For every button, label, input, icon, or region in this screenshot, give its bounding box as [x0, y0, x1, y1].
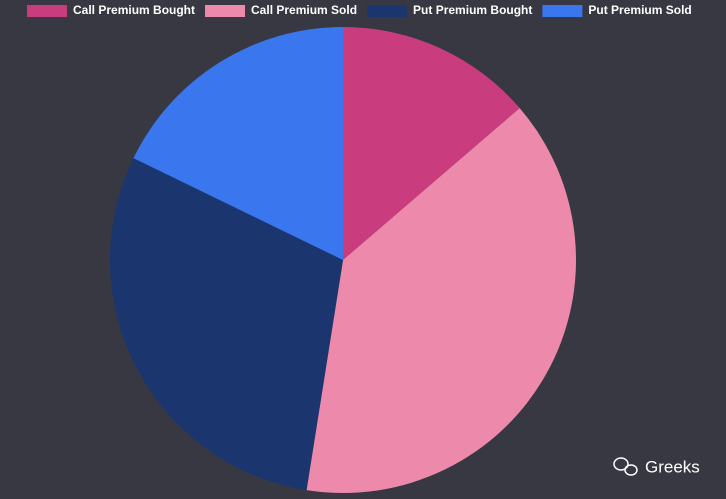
- pie-slice: [343, 27, 520, 260]
- legend-swatch: [542, 5, 583, 17]
- legend-label: Call Premium Bought: [73, 3, 195, 17]
- pie-slice: [306, 108, 576, 493]
- legend-label: Put Premium Bought: [413, 3, 532, 17]
- watermark: Greeks: [645, 457, 700, 476]
- legend-swatch: [205, 5, 246, 17]
- legend-swatch: [27, 5, 67, 17]
- legend-label: Put Premium Sold: [588, 3, 691, 17]
- legend-swatch: [367, 5, 408, 17]
- legend-label: Call Premium Sold: [251, 3, 357, 17]
- pie-slice: [133, 27, 343, 260]
- watermark-icon: [613, 457, 638, 476]
- pie-slice: [110, 158, 343, 491]
